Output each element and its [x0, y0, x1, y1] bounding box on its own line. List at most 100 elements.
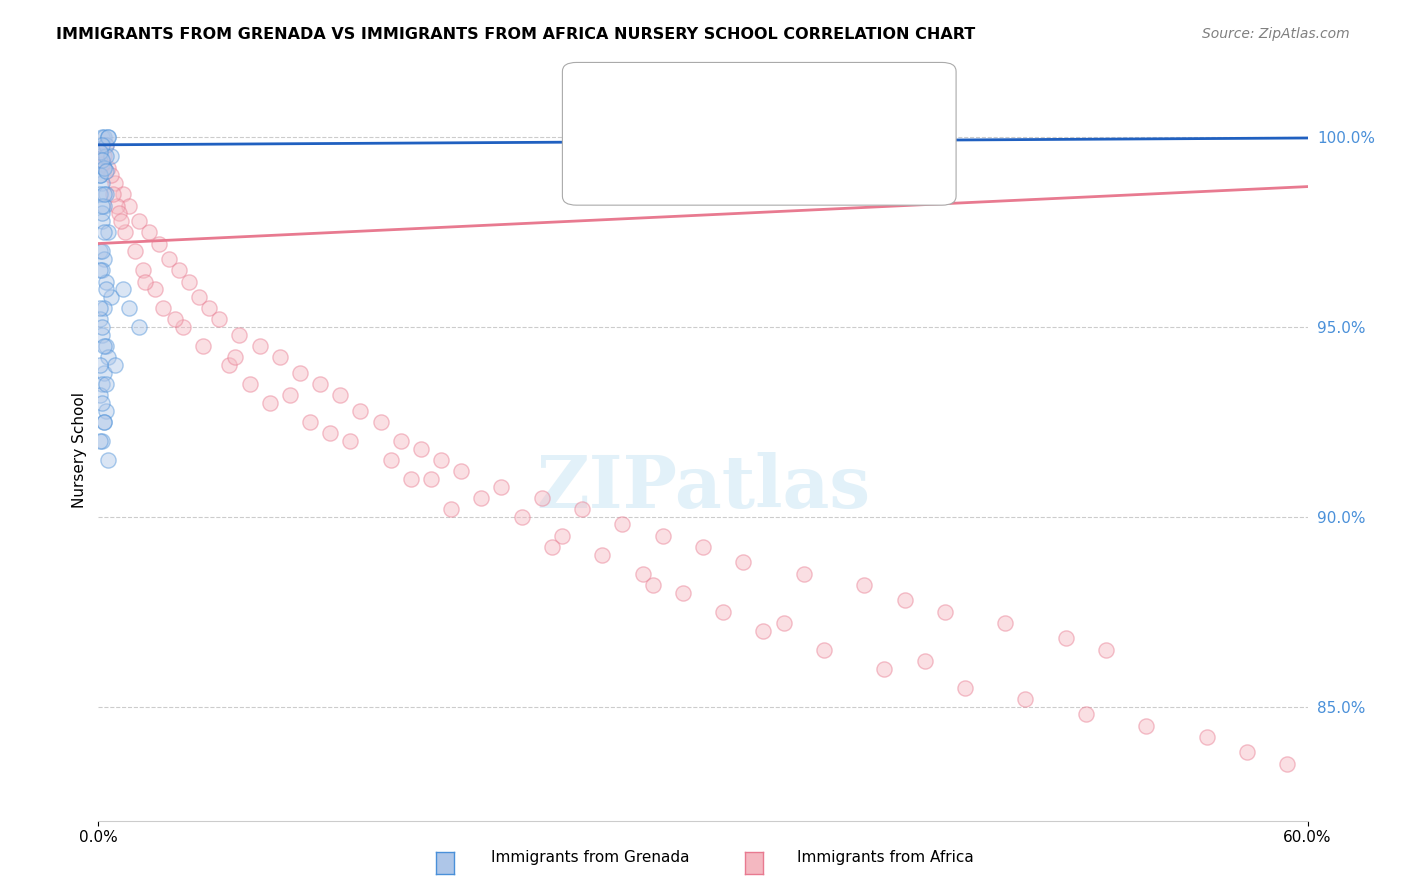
Point [510, 509, 533, 524]
Point [91, 198, 114, 212]
Point [1054, 632, 1077, 646]
Point [91, 263, 114, 277]
Point [994, 616, 1017, 631]
Point [97, 225, 120, 239]
Point [551, 529, 574, 543]
Point [89, 301, 111, 315]
Point [399, 472, 422, 486]
Point [631, 566, 654, 581]
Point [152, 301, 174, 315]
Point [208, 312, 231, 326]
Point [440, 502, 463, 516]
Point [91, 157, 114, 171]
Point [380, 453, 402, 467]
Point [853, 578, 876, 592]
Point [134, 275, 156, 289]
Point [711, 605, 734, 619]
Point [100, 168, 122, 182]
Point [370, 415, 392, 429]
Point [329, 388, 352, 402]
Point [163, 312, 186, 326]
Point [752, 624, 775, 638]
Point [93, 252, 115, 266]
Point [97, 130, 120, 145]
Point [124, 244, 146, 259]
Point [228, 327, 250, 342]
Point [1195, 730, 1218, 744]
Text: N =: N = [752, 153, 783, 171]
Point [1236, 745, 1258, 759]
Point [89, 149, 111, 163]
Point [93, 301, 115, 315]
Point [97, 161, 120, 175]
Point [114, 225, 136, 239]
Point [110, 213, 132, 227]
Point [91, 213, 114, 227]
Text: N =: N = [752, 109, 783, 127]
Point [96, 187, 118, 202]
Point [409, 442, 432, 456]
Point [1074, 707, 1097, 722]
Point [100, 149, 122, 163]
Point [107, 206, 129, 220]
Point [540, 541, 562, 555]
Point [1277, 756, 1299, 771]
Point [118, 301, 141, 315]
Point [89, 168, 111, 182]
Point [96, 275, 118, 289]
Point [128, 213, 150, 227]
Text: 0.223: 0.223 [668, 109, 724, 127]
Point [953, 681, 976, 695]
Point [309, 377, 332, 392]
Text: ZIPatlas: ZIPatlas [536, 452, 870, 523]
Point [224, 351, 246, 365]
Point [733, 556, 755, 570]
Point [319, 426, 342, 441]
Point [1135, 719, 1157, 733]
Point [91, 377, 114, 392]
Point [91, 396, 114, 410]
Point [692, 541, 714, 555]
Point [672, 586, 695, 600]
Point [91, 153, 114, 167]
Text: R =: R = [612, 109, 643, 127]
Point [188, 290, 211, 304]
Point [103, 358, 125, 372]
Point [193, 339, 215, 353]
Point [97, 130, 120, 145]
Text: IMMIGRANTS FROM GRENADA VS IMMIGRANTS FROM AFRICA NURSERY SCHOOL CORRELATION CHA: IMMIGRANTS FROM GRENADA VS IMMIGRANTS FR… [56, 27, 976, 42]
Point [349, 403, 371, 417]
Point [118, 198, 141, 212]
Point [389, 434, 412, 448]
Text: Immigrants from Grenada: Immigrants from Grenada [491, 850, 690, 865]
Point [491, 479, 513, 493]
Point [198, 301, 221, 315]
Point [873, 662, 896, 676]
Point [612, 517, 634, 532]
Point [101, 187, 124, 202]
Point [93, 187, 115, 202]
Point [96, 282, 118, 296]
Point [91, 320, 114, 334]
Point [91, 434, 114, 448]
Point [96, 377, 118, 392]
Point [430, 453, 453, 467]
Point [239, 377, 262, 392]
Point [89, 434, 111, 448]
Point [772, 616, 794, 631]
Point [91, 176, 114, 190]
Point [111, 282, 134, 296]
Point [138, 225, 160, 239]
Point [450, 464, 472, 478]
Point [91, 206, 114, 220]
Point [105, 198, 128, 212]
Point [89, 168, 111, 182]
Text: Immigrants from Africa: Immigrants from Africa [797, 850, 974, 865]
Point [128, 320, 150, 334]
Text: 58: 58 [799, 109, 824, 127]
Point [97, 351, 120, 365]
Text: 89: 89 [799, 153, 824, 171]
Point [93, 198, 115, 212]
Point [93, 225, 115, 239]
Point [132, 263, 155, 277]
